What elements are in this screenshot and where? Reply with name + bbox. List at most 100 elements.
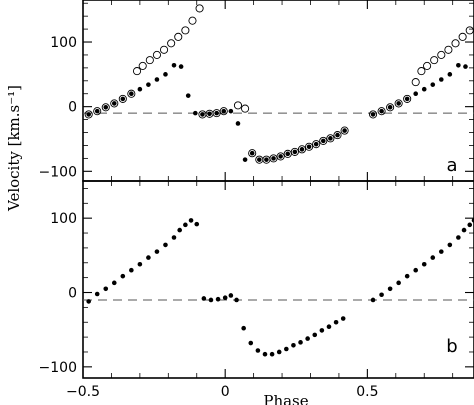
data-point-open <box>369 110 378 119</box>
data-point-open <box>305 142 314 151</box>
data-point-open <box>181 26 190 35</box>
data-point-filled <box>201 296 207 301</box>
data-point-filled <box>271 156 276 161</box>
panel-label: b <box>446 336 457 357</box>
data-point-filled <box>335 132 340 138</box>
data-point-open <box>174 32 183 41</box>
data-point-open <box>297 145 307 154</box>
data-point-filled <box>178 64 184 69</box>
data-point-open <box>437 50 446 59</box>
data-point-filled <box>404 96 410 102</box>
data-point-filled <box>183 222 188 228</box>
data-point-filled <box>319 328 325 333</box>
data-point-filled <box>208 297 214 303</box>
data-point-filled <box>328 136 333 141</box>
data-point-filled <box>249 150 255 156</box>
data-point-filled <box>276 349 282 355</box>
data-point-filled <box>262 351 268 357</box>
data-point-filled <box>379 108 384 114</box>
data-point-filled <box>413 91 419 97</box>
data-point-open <box>195 4 204 13</box>
data-point-filled <box>447 242 453 248</box>
data-point-open <box>319 136 328 145</box>
data-point-filled <box>461 227 467 233</box>
panel-frame <box>82 180 474 379</box>
data-point-filled <box>94 108 100 114</box>
data-point-filled <box>163 242 168 248</box>
data-point-filled <box>86 299 91 304</box>
data-point-open <box>394 99 403 108</box>
data-point-open <box>118 94 127 103</box>
data-point-open <box>430 56 439 65</box>
data-point-open <box>312 140 321 149</box>
data-point-filled <box>103 105 109 110</box>
data-point-filled <box>438 249 444 254</box>
data-point-open <box>188 16 197 25</box>
data-point-filled <box>396 280 401 286</box>
data-point-filled <box>421 261 427 267</box>
data-point-open <box>84 110 93 119</box>
data-point-filled <box>120 96 126 102</box>
data-point-open <box>458 32 467 41</box>
panel-label: a <box>446 155 457 176</box>
data-point-open <box>132 67 142 76</box>
y-tick-label: 100 <box>50 35 77 51</box>
data-point-filled <box>215 296 221 302</box>
y-tick-label: 0 <box>68 286 77 302</box>
data-point-open <box>465 26 474 35</box>
data-point-filled <box>242 157 248 162</box>
data-point-open <box>93 107 102 116</box>
data-point-filled <box>163 72 168 77</box>
data-point-filled <box>326 324 332 330</box>
data-point-filled <box>177 227 182 233</box>
data-point-filled <box>333 319 339 325</box>
panel-a: −100 0 100 a <box>39 0 474 182</box>
data-point-filled <box>413 267 419 273</box>
data-point-filled <box>200 112 205 117</box>
data-point-filled <box>342 128 347 133</box>
data-point-open <box>403 94 412 103</box>
data-point-open <box>276 152 285 161</box>
y-tick-label: 100 <box>50 211 77 227</box>
data-point-filled <box>312 332 318 338</box>
data-point-filled <box>299 147 305 152</box>
data-point-filled <box>404 273 410 279</box>
data-point-open <box>152 50 161 59</box>
data-point-open <box>290 147 299 156</box>
data-point-filled <box>188 218 194 223</box>
data-point-filled <box>456 235 461 240</box>
data-point-filled <box>228 293 234 298</box>
data-point-filled <box>387 286 393 292</box>
data-point-open <box>110 99 119 108</box>
data-point-open <box>248 149 257 158</box>
data-point-open <box>159 45 169 54</box>
data-point-open <box>219 107 228 116</box>
data-point-open <box>167 39 176 48</box>
data-point-filled <box>278 154 283 159</box>
data-point-filled <box>387 105 393 110</box>
x-tick-label: −0.5 <box>66 384 100 400</box>
data-point-filled <box>129 267 134 273</box>
data-point-filled <box>471 218 474 223</box>
data-point-filled <box>207 111 212 117</box>
data-point-filled <box>154 77 160 82</box>
data-point-filled <box>214 110 219 116</box>
data-point-filled <box>370 112 376 117</box>
data-point-filled <box>467 222 473 228</box>
data-point-filled <box>298 340 303 345</box>
x-tick-label: 0 <box>221 384 230 400</box>
data-point-filled <box>111 101 117 106</box>
data-point-open <box>241 104 250 113</box>
data-point-filled <box>269 351 275 357</box>
data-point-filled <box>456 62 461 68</box>
data-point-filled <box>292 149 298 155</box>
data-point-open <box>386 103 395 112</box>
data-point-filled <box>154 249 160 254</box>
data-point-filled <box>463 64 468 69</box>
data-point-filled <box>228 108 234 114</box>
y-tick-label: −100 <box>39 360 77 376</box>
data-point-filled <box>235 121 241 126</box>
y-axis-title: Velocity [km.s⁻¹] <box>5 85 23 212</box>
y-tick-label: 0 <box>68 100 77 116</box>
data-point-open <box>333 131 342 140</box>
